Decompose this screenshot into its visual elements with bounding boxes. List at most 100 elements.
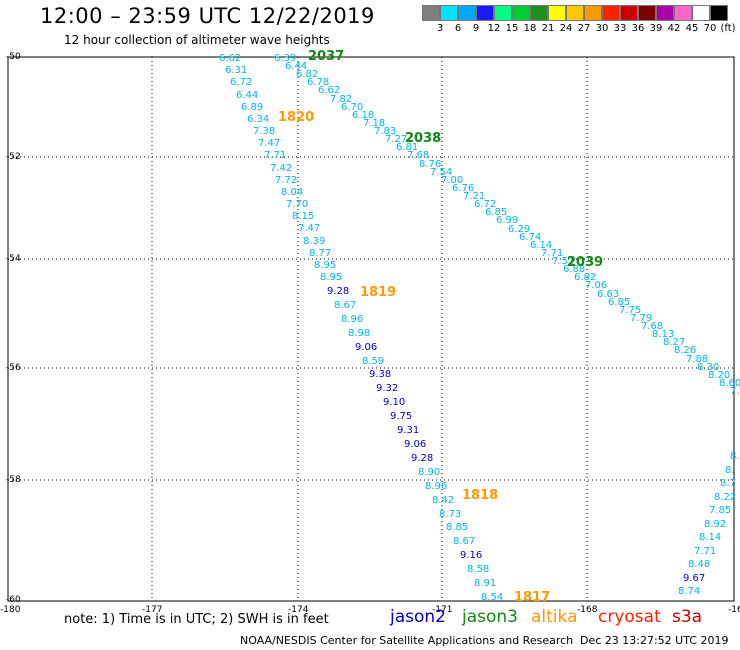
color-swatch: [674, 5, 692, 21]
swh-value: 8.15: [292, 211, 315, 222]
swh-value: 8.90: [418, 467, 441, 478]
swh-value: 8.22: [714, 492, 737, 503]
swh-value: 7.72: [275, 175, 298, 186]
swh-value: 8.58: [467, 564, 490, 575]
swh-value: 8.14: [699, 532, 722, 543]
color-scale-label: 18: [523, 23, 537, 34]
swh-value: 8.96: [425, 481, 448, 492]
color-swatch: [440, 5, 458, 21]
latitude-label: -50: [6, 52, 21, 62]
color-swatch: [656, 5, 674, 21]
generation-timestamp: Dec 23 13:27:52 UTC 2019: [580, 634, 729, 647]
swh-value: 7.21: [463, 191, 486, 202]
swh-value: 9.28: [327, 286, 350, 297]
swh-value: 7.68: [407, 150, 430, 161]
latitude-label: -54: [6, 254, 21, 264]
swh-value: 7.71: [541, 248, 564, 259]
pass-number-label: 2039: [567, 255, 604, 270]
pass-number-label: 1819: [360, 285, 397, 300]
swh-value: 7.06: [585, 280, 608, 291]
latitude-label: -58: [6, 475, 21, 485]
color-scale-label: 39: [649, 23, 663, 34]
swh-value: 9.28: [411, 453, 434, 464]
color-swatch: [530, 5, 548, 21]
swh-value: 6.88: [563, 264, 586, 275]
swh-value: 8.77: [309, 248, 332, 259]
swh-value: 8.74: [678, 586, 701, 597]
color-swatch: [548, 5, 566, 21]
color-swatch: [458, 5, 476, 21]
swh-value: 7.: [730, 386, 740, 397]
swh-value: 6.39: [274, 53, 297, 64]
satellite-legend-jason2: jason2: [390, 607, 446, 627]
footnote: note: 1) Time is in UTC; 2) SWH is in fe…: [64, 612, 329, 627]
swh-value: 7.00: [441, 175, 464, 186]
swh-value: 6.82: [574, 272, 597, 283]
swh-value: 6.81: [396, 142, 419, 153]
color-scale-label: 6: [454, 23, 462, 34]
swh-value: 8.73: [439, 509, 462, 520]
swh-value: 7.71: [694, 546, 717, 557]
swh-value: 8.26: [674, 345, 697, 356]
swh-value: 7.38: [253, 126, 276, 137]
satellite-legend-jason3: jason3: [462, 607, 518, 627]
swh-value: 7.51: [552, 256, 575, 267]
color-swatch: [692, 5, 710, 21]
swh-value: 7.88: [686, 354, 709, 365]
pass-number-label: 2037: [308, 49, 345, 64]
swh-value: 6.31: [225, 65, 248, 76]
longitude-label: -180: [0, 605, 21, 615]
swh-value: 8.92: [704, 519, 727, 530]
longitude-label: -177: [142, 605, 163, 615]
longitude-label: -168: [577, 605, 598, 615]
color-swatch: [710, 5, 728, 21]
longitude-label: -16: [728, 605, 740, 615]
color-scale-label: 21: [541, 23, 555, 34]
color-swatch: [620, 5, 638, 21]
swh-value: 7.54: [430, 167, 453, 178]
color-scale-label: 30: [595, 23, 609, 34]
pass-number-label: 2038: [405, 131, 442, 146]
graticule: [8, 57, 734, 601]
color-swatch: [584, 5, 602, 21]
swh-value: 6.44: [285, 61, 308, 72]
color-scale-label: 3: [436, 23, 444, 34]
swh-value: 8.7: [720, 478, 736, 489]
longitude-label: -171: [432, 605, 453, 615]
swh-value: 6.14: [530, 240, 553, 251]
latitude-label: -56: [6, 363, 21, 373]
swh-value: 6.62: [219, 53, 242, 64]
swh-value: 8.54: [481, 592, 504, 603]
color-swatch: [602, 5, 620, 21]
swh-value: 9.67: [683, 573, 706, 584]
swh-value: 8.76: [419, 159, 442, 170]
swh-value: 6.85: [485, 207, 508, 218]
swh-value: 7.75: [619, 305, 642, 316]
swh-value: 7.82: [330, 94, 353, 105]
swh-value: 6.29: [508, 224, 531, 235]
swh-value: 9.31: [397, 425, 420, 436]
color-scale-label: 45: [685, 23, 699, 34]
color-scale-label: 24: [559, 23, 573, 34]
color-swatch: [512, 5, 530, 21]
swh-value: 7.18: [363, 118, 386, 129]
swh-value: 7.42: [270, 163, 293, 174]
map-title: 12:00 – 23:59 UTC 12/22/2019: [40, 4, 375, 28]
swh-value: 9.16: [460, 550, 483, 561]
swh-value: 7.47: [298, 223, 321, 234]
satellite-legend-cryosat: cryosat: [598, 607, 661, 627]
satellite-legend-altika: altika: [531, 607, 578, 627]
swh-value: 7.47: [258, 138, 281, 149]
swh-value: 7.70: [286, 199, 309, 210]
swh-value: 9.32: [376, 383, 399, 394]
swh-value: 8.27: [663, 337, 686, 348]
swh-value: 8.30: [697, 362, 720, 373]
map-border: [7, 56, 735, 602]
swh-value: 9.10: [383, 397, 406, 408]
swh-value: 6.18: [352, 110, 375, 121]
swh-value: 6.89: [241, 102, 264, 113]
color-scale-label: 36: [631, 23, 645, 34]
latitude-label: -52: [6, 152, 21, 162]
swh-value: 8.95: [314, 260, 337, 271]
